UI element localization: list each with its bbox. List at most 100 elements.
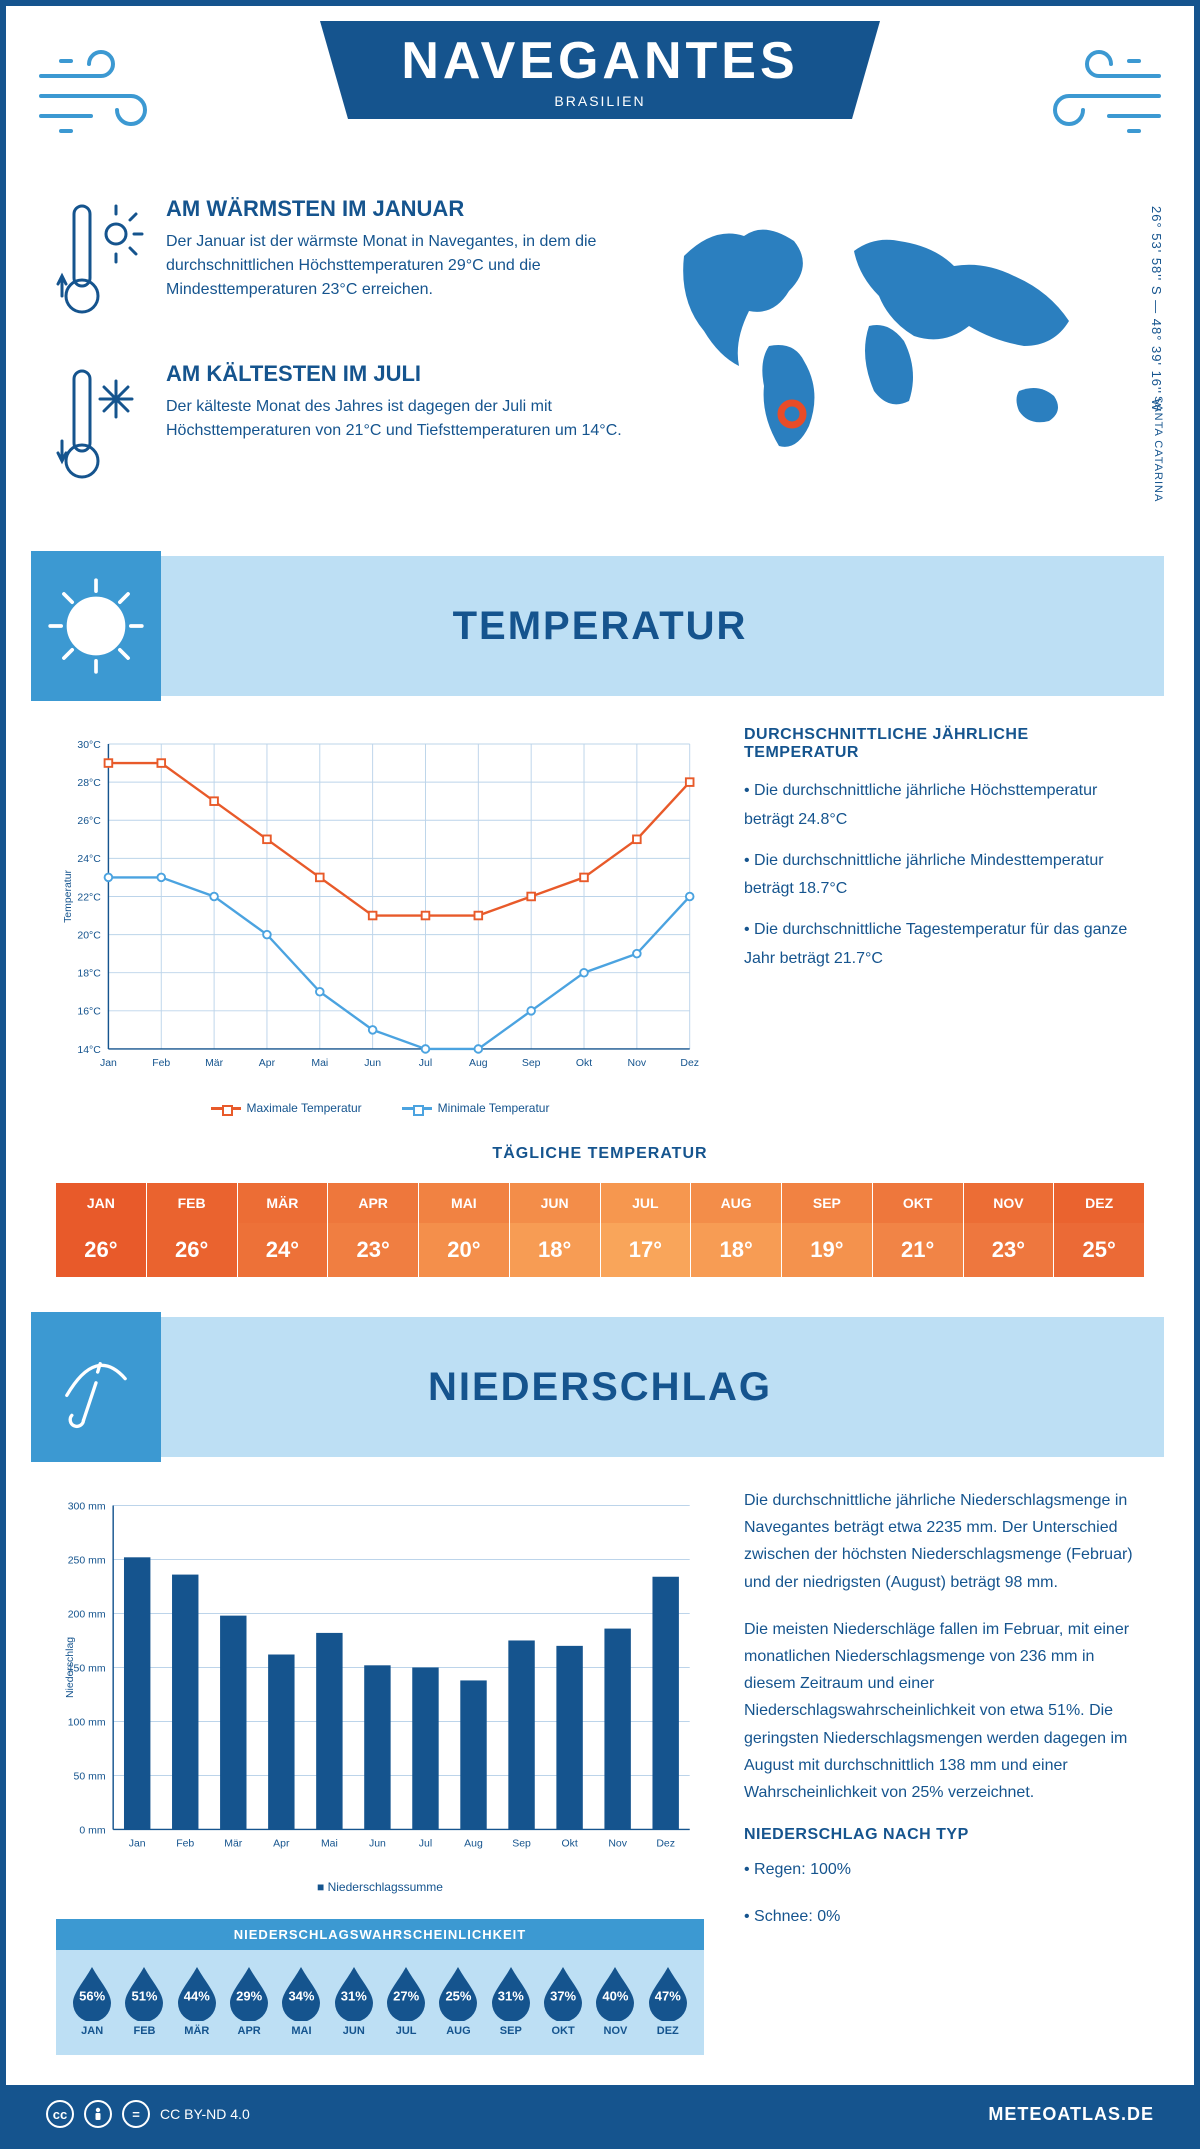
svg-text:Mai: Mai bbox=[311, 1058, 328, 1069]
sun-icon bbox=[31, 551, 161, 701]
probability-cell: 31% JUN bbox=[328, 1965, 380, 2037]
wind-icon bbox=[1004, 36, 1164, 151]
raindrop-icon: 27% bbox=[383, 1965, 429, 2021]
raindrop-icon: 25% bbox=[435, 1965, 481, 2021]
svg-text:Mär: Mär bbox=[205, 1058, 224, 1069]
svg-text:Jan: Jan bbox=[100, 1058, 117, 1069]
raindrop-icon: 31% bbox=[331, 1965, 377, 2021]
probability-cell: 37% OKT bbox=[537, 1965, 589, 2037]
svg-text:Feb: Feb bbox=[152, 1058, 170, 1069]
svg-text:Mai: Mai bbox=[321, 1839, 338, 1850]
probability-cell: 40% NOV bbox=[589, 1965, 641, 2037]
legend-min: Minimale Temperatur bbox=[402, 1101, 550, 1115]
temperature-line-chart: 14°C16°C18°C20°C22°C24°C26°C28°C30°CJanF… bbox=[56, 726, 704, 1115]
daily-col: JAN 26° bbox=[56, 1183, 147, 1277]
svg-text:250 mm: 250 mm bbox=[68, 1555, 106, 1566]
svg-text:Niederschlag: Niederschlag bbox=[65, 1637, 76, 1698]
legend-max: Maximale Temperatur bbox=[211, 1101, 362, 1115]
svg-text:Aug: Aug bbox=[464, 1839, 483, 1850]
raindrop-icon: 29% bbox=[226, 1965, 272, 2021]
warmest-title: AM WÄRMSTEN IM JANUAR bbox=[166, 196, 634, 222]
svg-text:Apr: Apr bbox=[259, 1058, 276, 1069]
temperature-section-header: TEMPERATUR bbox=[36, 556, 1164, 696]
raindrop-icon: 51% bbox=[121, 1965, 167, 2021]
daily-col: JUN 18° bbox=[510, 1183, 601, 1277]
daily-col: JUL 17° bbox=[601, 1183, 692, 1277]
svg-text:18°C: 18°C bbox=[77, 969, 101, 980]
svg-text:30°C: 30°C bbox=[77, 740, 101, 751]
svg-text:50 mm: 50 mm bbox=[74, 1771, 106, 1782]
site-name: METEOATLAS.DE bbox=[988, 2104, 1154, 2125]
coldest-block: AM KÄLTESTEN IM JULI Der kälteste Monat … bbox=[56, 361, 634, 496]
svg-text:Nov: Nov bbox=[628, 1058, 647, 1069]
svg-text:22°C: 22°C bbox=[77, 892, 101, 903]
svg-text:26°C: 26°C bbox=[77, 816, 101, 827]
svg-text:Sep: Sep bbox=[522, 1058, 541, 1069]
precipitation-probability-box: NIEDERSCHLAGSWAHRSCHEINLICHKEIT 56% JAN … bbox=[56, 1919, 704, 2055]
svg-text:Apr: Apr bbox=[273, 1839, 290, 1850]
temp-stat: • Die durchschnittliche jährliche Höchst… bbox=[744, 777, 1144, 835]
probability-cell: 47% DEZ bbox=[642, 1965, 694, 2037]
svg-text:Okt: Okt bbox=[576, 1058, 592, 1069]
precip-type-title: NIEDERSCHLAG NACH TYP bbox=[744, 1826, 1144, 1844]
raindrop-icon: 44% bbox=[174, 1965, 220, 2021]
warmest-text: Der Januar ist der wärmste Monat in Nave… bbox=[166, 230, 634, 302]
probability-cell: 27% JUL bbox=[380, 1965, 432, 2037]
svg-text:0 mm: 0 mm bbox=[79, 1825, 105, 1836]
svg-text:Okt: Okt bbox=[561, 1839, 577, 1850]
svg-text:Dez: Dez bbox=[656, 1839, 675, 1850]
coldest-title: AM KÄLTESTEN IM JULI bbox=[166, 361, 634, 387]
svg-text:16°C: 16°C bbox=[77, 1007, 101, 1018]
precipitation-title: NIEDERSCHLAG bbox=[428, 1365, 772, 1410]
precip-para: Die meisten Niederschläge fallen im Febr… bbox=[744, 1616, 1144, 1806]
raindrop-icon: 47% bbox=[645, 1965, 691, 2021]
coldest-text: Der kälteste Monat des Jahres ist dagege… bbox=[166, 395, 634, 443]
svg-text:300 mm: 300 mm bbox=[68, 1501, 106, 1512]
temp-stats-title: DURCHSCHNITTLICHE JÄHRLICHE TEMPERATUR bbox=[744, 726, 1144, 762]
daily-col: DEZ 25° bbox=[1054, 1183, 1144, 1277]
probability-cell: 29% APR bbox=[223, 1965, 275, 2037]
svg-text:Sep: Sep bbox=[512, 1839, 531, 1850]
svg-text:Jun: Jun bbox=[364, 1058, 381, 1069]
raindrop-icon: 40% bbox=[592, 1965, 638, 2021]
coordinates: 26° 53' 58'' S — 48° 39' 16'' W bbox=[1149, 206, 1164, 412]
thermometer-snow-icon bbox=[56, 361, 146, 496]
probability-cell: 25% AUG bbox=[432, 1965, 484, 2037]
thermometer-sun-icon bbox=[56, 196, 146, 331]
svg-text:100 mm: 100 mm bbox=[68, 1717, 106, 1728]
svg-text:Dez: Dez bbox=[680, 1058, 699, 1069]
svg-text:14°C: 14°C bbox=[77, 1045, 101, 1056]
daily-col: MAI 20° bbox=[419, 1183, 510, 1277]
svg-text:Mär: Mär bbox=[224, 1839, 243, 1850]
svg-text:200 mm: 200 mm bbox=[68, 1609, 106, 1620]
svg-text:Nov: Nov bbox=[608, 1839, 627, 1850]
daily-temp-table: JAN 26° FEB 26° MÄR 24° APR 23° MAI 20° … bbox=[56, 1183, 1144, 1277]
svg-text:Jan: Jan bbox=[129, 1839, 146, 1850]
header: NAVEGANTES BRASILIEN bbox=[6, 6, 1194, 196]
svg-text:Jul: Jul bbox=[419, 1058, 432, 1069]
svg-text:Aug: Aug bbox=[469, 1058, 488, 1069]
daily-col: FEB 26° bbox=[147, 1183, 238, 1277]
svg-text:Feb: Feb bbox=[176, 1839, 194, 1850]
daily-temp-title: TÄGLICHE TEMPERATUR bbox=[56, 1145, 1144, 1163]
temp-stat: • Die durchschnittliche jährliche Mindes… bbox=[744, 847, 1144, 905]
probability-cell: 34% MAI bbox=[275, 1965, 327, 2037]
svg-text:Jul: Jul bbox=[419, 1839, 432, 1850]
probability-title: NIEDERSCHLAGSWAHRSCHEINLICHKEIT bbox=[56, 1919, 704, 1950]
warmest-block: AM WÄRMSTEN IM JANUAR Der Januar ist der… bbox=[56, 196, 634, 331]
raindrop-icon: 31% bbox=[488, 1965, 534, 2021]
daily-col: OKT 21° bbox=[873, 1183, 964, 1277]
svg-text:Jun: Jun bbox=[369, 1839, 386, 1850]
cc-icon: cc bbox=[46, 2100, 74, 2128]
precip-type-rain: • Regen: 100% bbox=[744, 1856, 1144, 1883]
precipitation-bar-chart: 0 mm50 mm100 mm150 mm200 mm250 mm300 mmJ… bbox=[56, 1487, 704, 1894]
daily-col: AUG 18° bbox=[691, 1183, 782, 1277]
wind-icon bbox=[36, 36, 196, 151]
probability-cell: 56% JAN bbox=[66, 1965, 118, 2037]
daily-col: NOV 23° bbox=[964, 1183, 1055, 1277]
temp-stat: • Die durchschnittliche Tagestemperatur … bbox=[744, 916, 1144, 974]
world-map bbox=[664, 196, 1104, 456]
title-banner: NAVEGANTES BRASILIEN bbox=[320, 21, 880, 119]
probability-cell: 51% FEB bbox=[118, 1965, 170, 2037]
raindrop-icon: 37% bbox=[540, 1965, 586, 2021]
